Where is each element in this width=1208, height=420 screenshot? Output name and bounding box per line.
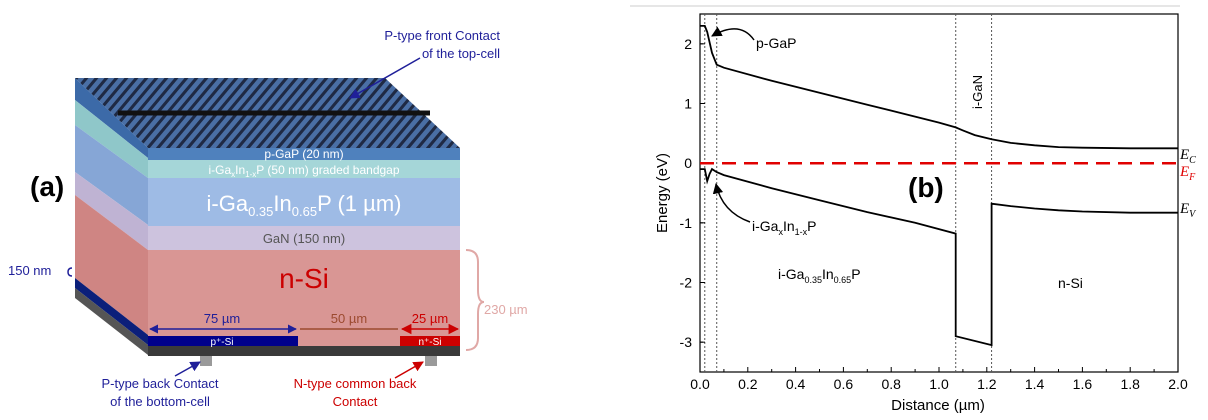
- y-tick-label: -2: [680, 275, 693, 291]
- label-graded: i-GaxIn1-xP (50 nm) graded bandgap: [208, 163, 399, 179]
- x-tick-label: 0.6: [834, 376, 854, 392]
- label-n-plus-si: n⁺-Si: [418, 337, 441, 348]
- p-plus-si-region: [148, 336, 298, 346]
- region-label-nsi: n-Si: [1058, 275, 1083, 291]
- label-main-absorber: i-Ga0.35In0.65P (1 µm): [207, 191, 402, 219]
- layer-graded: [148, 160, 460, 178]
- label-p-plus-si: p⁺-Si: [210, 337, 233, 348]
- x-tick-label: 0.4: [786, 376, 806, 392]
- label-pgap: p-GaP (20 nm): [264, 147, 343, 161]
- callout-back-n-line1: N-type common back: [294, 376, 417, 391]
- band-label-ec: EC: [1179, 147, 1196, 166]
- side-bottom: [75, 288, 148, 355]
- layer-pgap: [148, 148, 460, 160]
- y-tick-label: -1: [680, 215, 693, 231]
- callout-back-p-line2: of the bottom-cell: [110, 394, 210, 409]
- side-main: [75, 125, 148, 225]
- x-tick-label: 1.4: [1025, 376, 1045, 392]
- bottom-plate: [148, 346, 460, 356]
- y-axis-label: Energy (eV): [654, 153, 671, 233]
- series-e-v-line: [700, 167, 1178, 347]
- x-tick-label: 1.0: [929, 376, 949, 392]
- dim-75-label: 75 µm: [204, 311, 240, 326]
- dim-230-bracket: [465, 249, 485, 351]
- layer-main-absorber: [148, 178, 460, 226]
- y-tick-label: -3: [680, 334, 693, 350]
- y-tick-label: 2: [684, 36, 692, 52]
- side-nsi: [75, 195, 148, 335]
- side-pgap: [75, 78, 148, 158]
- band-label-ef: EF: [1179, 164, 1196, 183]
- x-tick-label: 1.8: [1120, 376, 1140, 392]
- x-axis-label: Distance (µm): [891, 397, 985, 414]
- x-tick-label: 0.8: [881, 376, 901, 392]
- band-diagram: 0.0 0.2 0.4 0.6 0.8 1.0 1.2 1.4 1.6 1.8 2.0 -3 -2 -1…: [630, 5, 1197, 414]
- dim-230-label: 230 µm: [484, 302, 528, 317]
- callout-front-line2: of the top-cell: [422, 46, 500, 61]
- layer-gan: [148, 226, 460, 250]
- dim-50-label: 50 µm: [331, 311, 367, 326]
- dim-150-brace: [67, 267, 73, 277]
- callout-front-arrow: [349, 57, 421, 99]
- callout-front-line1: P-type front Contact: [384, 28, 500, 43]
- label-gan: GaN (150 nm): [263, 231, 345, 246]
- side-back-contact: [75, 278, 148, 345]
- dim-25-label: 25 µm: [412, 311, 448, 326]
- panel-a-label: (a): [30, 171, 64, 202]
- callout-back-p-line1: P-type back Contact: [101, 376, 218, 391]
- callout-back-n-arrow: [394, 361, 424, 379]
- dim-150-label: 150 nm: [8, 263, 51, 278]
- region-label-main: i-Ga0.35In0.65P: [778, 266, 861, 285]
- graded-pointer-arrow: [712, 182, 751, 223]
- side-gan: [75, 172, 148, 250]
- x-tick-label: 1.6: [1073, 376, 1093, 392]
- y-axis-ticks: -3 -2 -1 0 1 2: [680, 36, 705, 350]
- region-boundaries: [704, 14, 993, 372]
- pgap-pointer-arrow: [711, 26, 755, 41]
- series-e-c-line: [700, 24, 1178, 150]
- band-label-ev: EV: [1179, 201, 1197, 220]
- back-contact-pad-right: [425, 356, 437, 366]
- label-n-si: n-Si: [279, 263, 329, 294]
- callout-back-n-line2: Contact: [333, 394, 378, 409]
- callout-back-p-arrow: [174, 361, 201, 377]
- x-tick-label: 0.0: [690, 376, 710, 392]
- device-schematic: p-GaP (20 nm) i-GaxIn1-xP (50 nm) graded…: [8, 28, 528, 409]
- y-tick-label: 1: [684, 96, 692, 112]
- panel-b-label: (b): [908, 172, 944, 203]
- x-tick-label: 2.0: [1168, 376, 1188, 392]
- y-tick-label: 0: [684, 155, 692, 171]
- x-tick-label: 1.2: [977, 376, 997, 392]
- x-tick-label: 0.2: [738, 376, 758, 392]
- side-graded: [75, 100, 148, 178]
- back-contact-pad-left: [200, 356, 212, 366]
- n-plus-si-region: [400, 336, 460, 346]
- region-label-pgap: p-GaP: [756, 35, 796, 51]
- series-lines: [700, 24, 1178, 347]
- x-axis-ticks: 0.0 0.2 0.4 0.6 0.8 1.0 1.2 1.4 1.6 1.8 2.0: [690, 367, 1188, 392]
- region-label-gan: i-GaN: [970, 75, 985, 109]
- region-label-graded: i-GaxIn1-xP: [752, 218, 817, 237]
